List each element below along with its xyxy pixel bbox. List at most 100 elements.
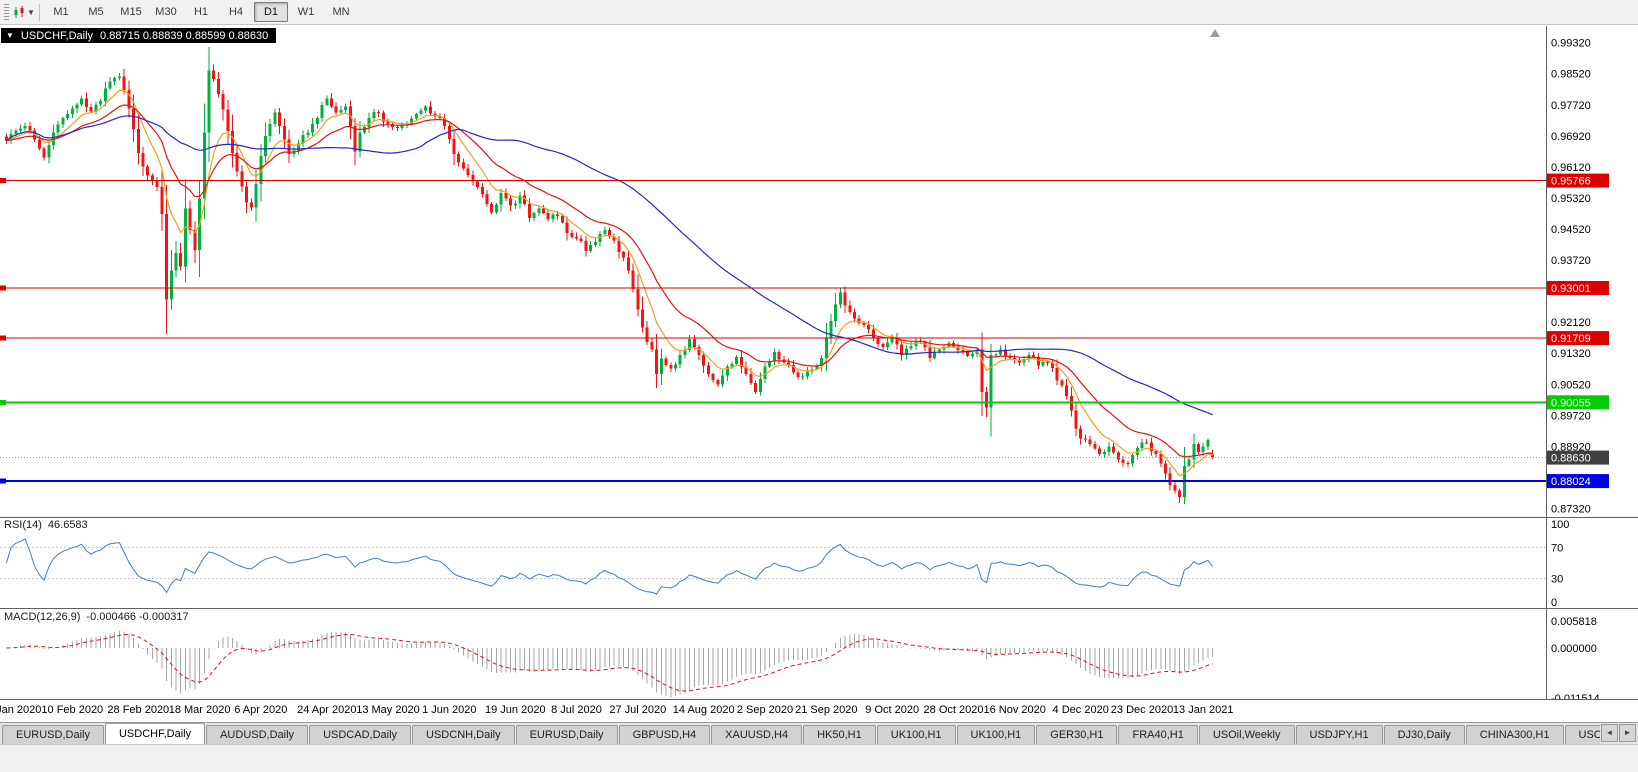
price-tag: 0.93001	[1547, 281, 1609, 295]
chart-tab[interactable]: DJ30,Daily	[1383, 725, 1465, 744]
date-axis-label: 6 Apr 2020	[234, 704, 288, 716]
svg-text:0.88630: 0.88630	[1551, 453, 1591, 465]
price-tag: 0.91709	[1547, 331, 1609, 346]
timeframe-button-h1[interactable]: H1	[193, 6, 209, 18]
chart-tab[interactable]: EURUSD,Daily	[515, 725, 618, 744]
svg-text:0.99320: 0.99320	[1551, 38, 1591, 50]
chart-ohlc-values: 0.88715 0.88839 0.88599 0.88630	[100, 29, 269, 42]
date-axis-label: 22 Jan 2020	[0, 704, 42, 716]
macd-name: MACD(12,26,9)	[4, 611, 81, 623]
tab-scroll-controls: ◄ ►	[1601, 724, 1636, 742]
chart-tab[interactable]: USDCAD,Daily	[309, 725, 412, 744]
svg-text:0.96920: 0.96920	[1551, 131, 1591, 143]
svg-text:0.97720: 0.97720	[1551, 100, 1591, 112]
chart-tab[interactable]: EURUSD,Daily	[2, 725, 104, 744]
date-axis-label: 14 Aug 2020	[672, 704, 735, 716]
rsi-value: 46.6583	[47, 519, 88, 531]
chart-selector-icon[interactable]: ▼	[13, 3, 35, 22]
date-axis-label: 2 Sep 2020	[736, 704, 794, 716]
svg-text:0.88920: 0.88920	[1551, 441, 1591, 453]
price-chart-svg[interactable]: 0.99320 0.98520 0.97720 0.96920 0.96120 0.953…	[0, 26, 1638, 700]
chart-tab[interactable]: FRA40,H1	[1118, 725, 1198, 744]
price-tag: 0.88630	[1547, 450, 1609, 465]
chart-tab[interactable]: GBPUSD,H4	[618, 725, 711, 744]
rsi-name: RSI(14)	[4, 519, 42, 531]
svg-text:0.94520: 0.94520	[1551, 224, 1591, 236]
svg-text:0.98520: 0.98520	[1551, 69, 1591, 81]
price-tag: 0.90055	[1547, 395, 1609, 410]
timeframe-button-m5[interactable]: M5	[88, 6, 104, 18]
svg-text:0.87320: 0.87320	[1551, 504, 1591, 516]
chart-tab[interactable]: USDCNH,Daily	[412, 725, 515, 744]
svg-text:0.95766: 0.95766	[1551, 176, 1591, 188]
chart-tab[interactable]: UK100,H1	[956, 725, 1036, 744]
date-axis-label: 13 May 2020	[356, 704, 420, 716]
price-tag: 0.88024	[1547, 474, 1609, 489]
svg-text:0.93720: 0.93720	[1551, 255, 1591, 267]
svg-text:0.005818: 0.005818	[1551, 616, 1597, 628]
svg-text:0.93001: 0.93001	[1551, 283, 1591, 295]
timeframe-toolbar: ▼ M1 M5 M15 M30 H1 H4 D1 W1 MN	[0, 0, 1638, 25]
timeframe-button-mn[interactable]: MN	[332, 6, 350, 18]
svg-text:-0.011514: -0.011514	[1551, 693, 1600, 700]
status-strip	[0, 744, 1638, 772]
chart-tab[interactable]: USOil,Weekly	[1198, 725, 1295, 744]
svg-text:0.91320: 0.91320	[1551, 348, 1591, 360]
toolbar-separator	[39, 3, 40, 21]
chart-tab[interactable]: USOil,	[1564, 725, 1600, 744]
macd-histogram	[10, 630, 1214, 697]
timeframe-button-m1[interactable]: M1	[53, 6, 69, 18]
window-menu-icon[interactable]: ▼	[6, 31, 14, 40]
chart-tab[interactable]: USDJPY,H1	[1295, 725, 1383, 744]
chevron-down-icon: ▼	[27, 7, 35, 17]
svg-text:0.88024: 0.88024	[1551, 476, 1591, 488]
svg-text:0.90055: 0.90055	[1551, 397, 1591, 409]
svg-text:0.91709: 0.91709	[1551, 333, 1591, 345]
svg-text:0.92120: 0.92120	[1551, 317, 1591, 329]
chart-tab[interactable]: XAUUSD,H4	[711, 725, 803, 744]
date-axis-label: 23 Dec 2020	[1110, 704, 1174, 716]
chart-tab[interactable]: HK50,H1	[803, 725, 876, 744]
date-axis-label: 9 Oct 2020	[865, 704, 920, 716]
date-axis-label: 27 Jul 2020	[609, 704, 667, 716]
chart-tab[interactable]: USDCHF,Daily	[104, 723, 206, 744]
chart-area[interactable]: 0.99320 0.98520 0.97720 0.96920 0.96120 0.953…	[0, 26, 1638, 700]
chart-tabs: EURUSD,Daily USDCHF,Daily AUDUSD,Daily USDC…	[2, 723, 1600, 744]
chart-tab[interactable]: UK100,H1	[876, 725, 956, 744]
toolbar-grip[interactable]	[4, 4, 9, 20]
svg-text:0.90520: 0.90520	[1551, 379, 1591, 391]
timeframe-button-d1[interactable]: D1	[254, 2, 288, 22]
chart-tab[interactable]: CHINA300,H1	[1465, 725, 1564, 744]
date-axis-label: 21 Sep 2020	[795, 704, 858, 716]
timeframe-button-h4[interactable]: H4	[228, 6, 244, 18]
tab-scroll-left-icon[interactable]: ◄	[1601, 724, 1618, 742]
svg-text:70: 70	[1551, 542, 1563, 554]
chart-title-bar: ▼ USDCHF,Daily 0.88715 0.88839 0.88599 0…	[1, 28, 277, 43]
chart-tab[interactable]: AUDUSD,Daily	[206, 725, 309, 744]
date-axis-label: 16 Nov 2020	[983, 704, 1046, 716]
svg-text:0.95320: 0.95320	[1551, 193, 1591, 205]
date-axis-label: 4 Dec 2020	[1052, 704, 1109, 716]
candlestick-icon	[14, 5, 24, 18]
timeframe-button-w1[interactable]: W1	[297, 6, 315, 18]
date-axis-label: 8 Jul 2020	[551, 704, 602, 716]
rsi-indicator-label: RSI(14) 46.6583	[4, 519, 88, 531]
svg-text:0.96120: 0.96120	[1551, 162, 1591, 174]
date-axis-label: 18 Mar 2020	[168, 704, 231, 716]
price-tag: 0.95766	[1547, 173, 1609, 188]
date-axis-label: 1 Jun 2020	[422, 704, 477, 716]
date-axis-label: 19 Jun 2020	[485, 704, 546, 716]
chart-tab[interactable]: GER30,H1	[1036, 725, 1118, 744]
svg-text:100: 100	[1551, 519, 1569, 531]
candles	[4, 47, 1215, 505]
date-axis-label: 28 Oct 2020	[923, 704, 984, 716]
date-axis-label: 28 Feb 2020	[107, 704, 170, 716]
date-axis-label: 13 Jan 2021	[1172, 704, 1234, 716]
svg-text:0.89720: 0.89720	[1551, 410, 1591, 422]
chart-symbol-title: USDCHF,Daily	[20, 29, 94, 42]
chart-tab-bar: EURUSD,Daily USDCHF,Daily AUDUSD,Daily USDC…	[0, 722, 1638, 744]
timeframe-button-m15[interactable]: M15	[120, 6, 142, 18]
tab-scroll-right-icon[interactable]: ►	[1619, 724, 1636, 742]
timeframe-button-m30[interactable]: M30	[155, 6, 177, 18]
